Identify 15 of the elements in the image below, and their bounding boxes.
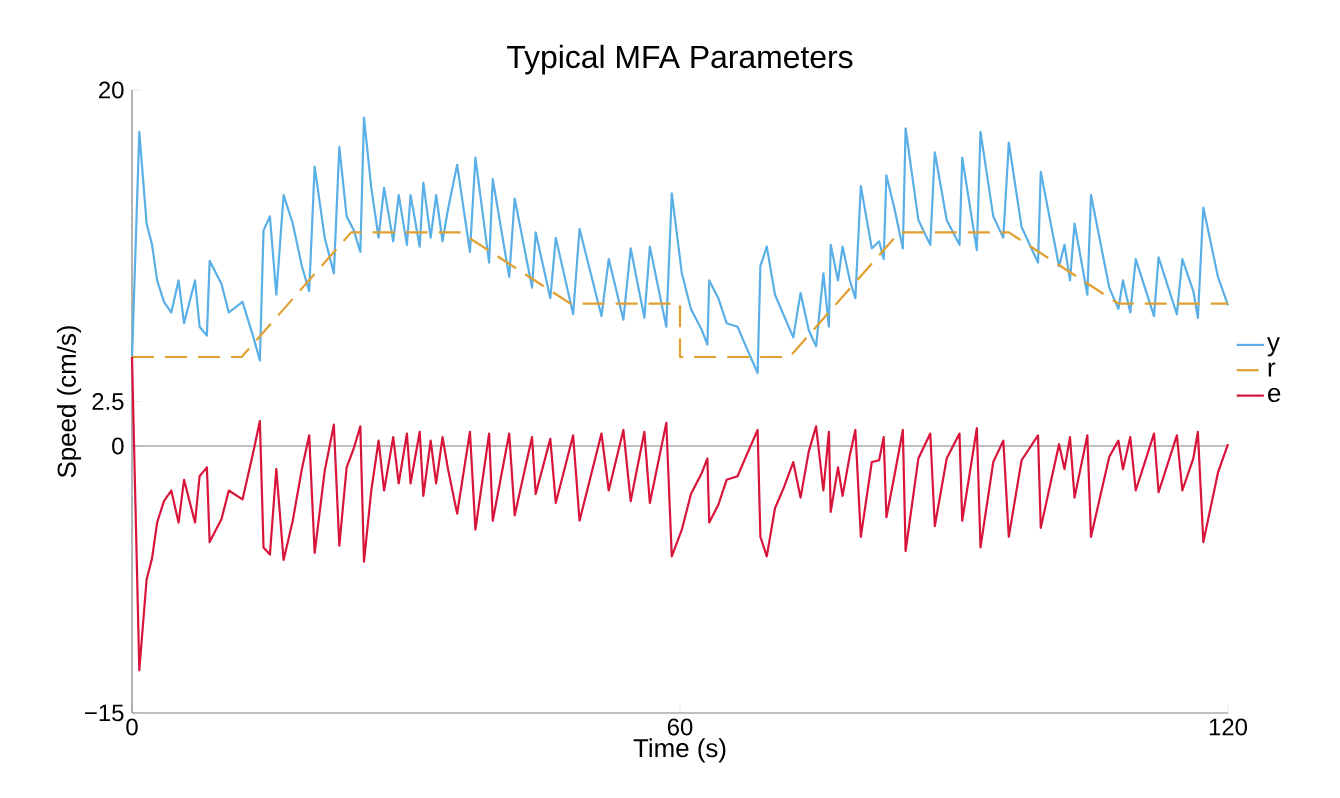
y-tick-label: −15 [85,704,124,722]
y-tick-label: 0 [112,437,124,455]
x-tick-label: 120 [1209,718,1247,736]
x-tick-label: 60 [667,718,693,736]
y-tick-label: 2.5 [92,393,124,410]
legend-label: e [1268,387,1281,403]
chart-title: Typical MFA Parameters [507,44,853,75]
legend-label: y [1267,337,1280,357]
y-tick-label: 20 [99,81,124,99]
x-axis-title: Time (s) [633,738,726,763]
x-tick-label: 0 [126,718,138,736]
y-axis-title: Speed (cm/s) [56,326,82,478]
legend-label: r [1268,362,1276,377]
line-series [130,116,1230,375]
line-series [130,355,1230,672]
